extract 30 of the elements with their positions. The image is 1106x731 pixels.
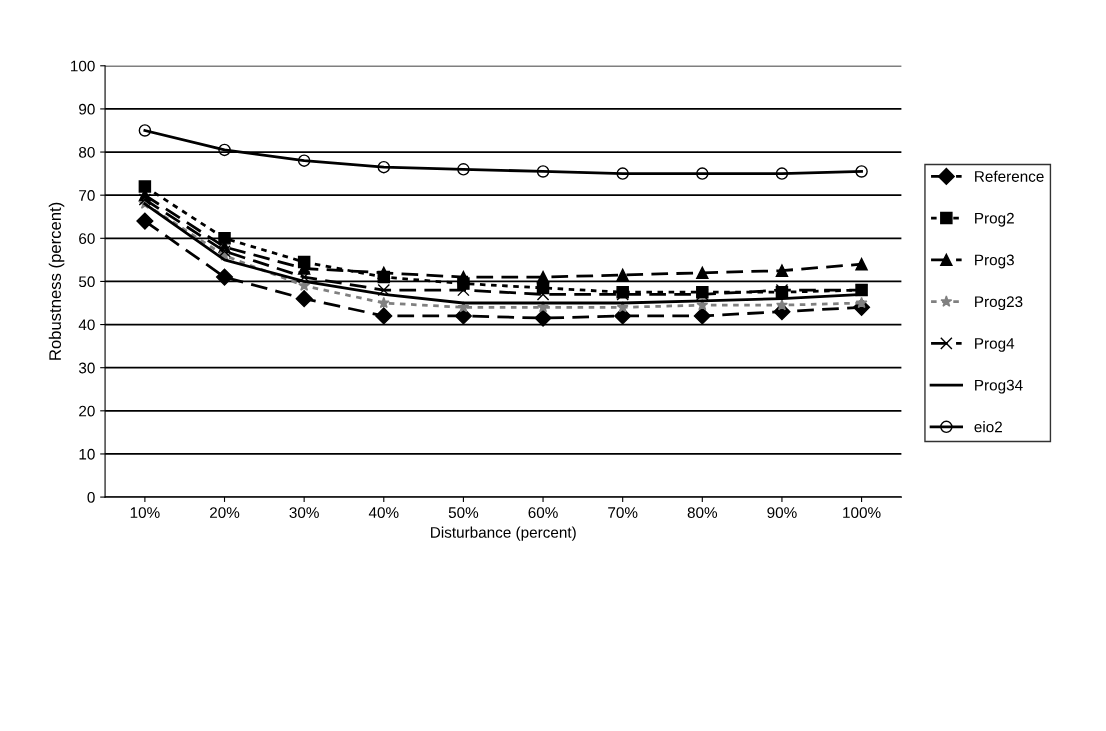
x-tick-label: 70% (608, 507, 638, 519)
legend-label: Prog4 (975, 338, 1015, 352)
x-tick-label: 10% (130, 507, 160, 519)
y-tick-label: 10 (79, 448, 95, 460)
x-tick-label: 20% (210, 507, 240, 519)
x-tick-label: 30% (289, 507, 319, 519)
legend-label: Prog3 (975, 254, 1014, 269)
y-tick-label: 20 (79, 405, 95, 417)
x-tick-label: 40% (368, 507, 399, 519)
x-axis-title: Disturbance (percent) (431, 526, 576, 541)
legend-label: Prog2 (975, 212, 1014, 227)
y-tick-label: 60 (79, 233, 95, 244)
x-tick-label: 60% (528, 507, 558, 519)
x-tick-label: 100% (843, 507, 881, 519)
legend-label: eio2 (974, 421, 1002, 433)
y-tick-label: 30 (78, 362, 95, 374)
y-tick-label: 50 (78, 276, 95, 288)
y-tick-label: 100 (71, 60, 95, 72)
legend-label: Prog34 (975, 379, 1023, 394)
y-tick-label: 80 (79, 146, 95, 158)
x-tick-label: 80% (687, 507, 718, 519)
y-tick-label: 0 (87, 491, 95, 503)
y-tick-label: 40 (78, 319, 95, 331)
legend-label: Prog23 (975, 296, 1023, 311)
y-axis-title: Robustness (percent) (48, 202, 65, 360)
x-tick-label: 90% (767, 507, 797, 519)
y-tick-label: 70 (79, 190, 95, 201)
x-tick-label: 50% (448, 507, 479, 519)
y-tick-label: 90 (79, 103, 95, 115)
legend-label: Reference (975, 170, 1044, 182)
